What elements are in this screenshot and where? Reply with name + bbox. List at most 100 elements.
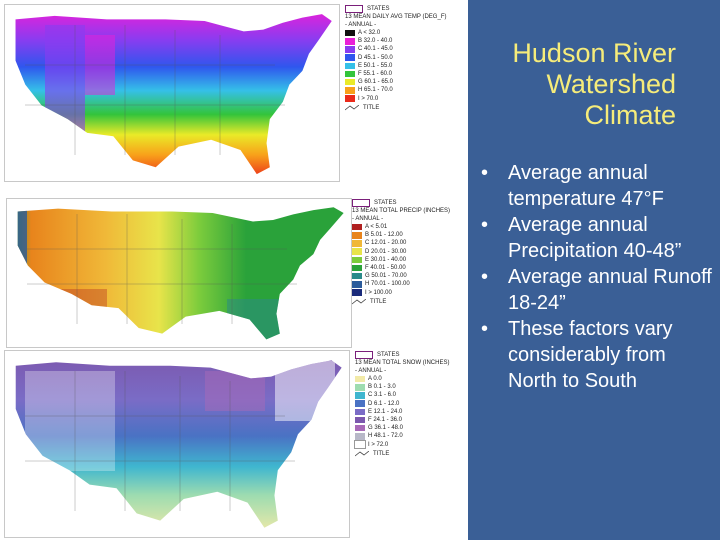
legend-class-label: G 50.01 - 70.00 <box>365 273 407 280</box>
bullet-item: • Average annual Runoff 18-24” <box>476 264 712 316</box>
legend-class-label: H 70.01 - 100.00 <box>365 281 410 288</box>
legend-title-label: TITLE <box>363 105 380 112</box>
legend-swatch <box>355 433 365 440</box>
legend-swatch <box>345 62 355 70</box>
climate-maps: STATES 13 MEAN DAILY AVG TEMP (DEG_F) - … <box>0 0 468 540</box>
legend-class-row: B 0.1 - 3.0 <box>355 383 449 391</box>
title-line-symbol <box>345 105 359 111</box>
legend-swatch <box>355 392 365 399</box>
legend-title: 13 MEAN TOTAL SNOW (INCHES) <box>355 360 450 366</box>
legend-title-label: TITLE <box>373 451 390 458</box>
legend-class-row: D 20.01 - 30.00 <box>352 248 450 256</box>
legend-class-label: A 0.0 <box>368 376 382 383</box>
legend-classes: A 0.0 B 0.1 - 3.0 C 3.1 - 6.0 D 6.1 - 12.0 E… <box>354 375 449 449</box>
legend-class-row: E 50.1 - 55.0 <box>345 62 446 70</box>
legend-swatch <box>345 87 355 94</box>
snowfall-map-image <box>15 360 342 528</box>
legend-class-row: F 55.1 - 60.0 <box>345 70 446 78</box>
legend-swatch <box>352 281 362 288</box>
temperature-legend: STATES 13 MEAN DAILY AVG TEMP (DEG_F) - … <box>345 4 446 113</box>
legend-class-label: G 60.1 - 65.0 <box>358 79 394 86</box>
legend-class-label: E 12.1 - 24.0 <box>368 408 403 415</box>
slide-title: Hudson River Watershed Climate <box>446 38 676 131</box>
legend-class-label: B 32.0 - 40.0 <box>358 38 393 45</box>
legend-swatch <box>345 46 355 53</box>
legend-swatch <box>355 408 365 416</box>
legend-swatch <box>345 95 355 102</box>
legend-class-label: C 3.1 - 6.0 <box>368 392 397 399</box>
temperature-map <box>4 4 340 182</box>
snowfall-map <box>4 350 350 538</box>
legend-class-row: A 0.0 <box>355 375 449 383</box>
legend-class-label: H 48.1 - 72.0 <box>368 433 403 440</box>
legend-class-label: B 0.1 - 3.0 <box>368 384 396 391</box>
legend-class-row: C 40.1 - 45.0 <box>345 45 446 53</box>
legend-class-label: E 50.1 - 55.0 <box>358 62 393 69</box>
legend-annual: - ANNUAL - <box>355 368 387 374</box>
legend-class-row: D 45.1 - 50.0 <box>345 54 446 62</box>
slide-title-line: Watershed <box>546 69 676 99</box>
legend-class-row: B 5.01 - 12.00 <box>352 231 450 239</box>
legend-class-label: I > 70.0 <box>358 95 379 102</box>
legend-class-row: F 24.1 - 36.0 <box>355 416 449 424</box>
states-outline-swatch <box>352 198 370 207</box>
temperature-map-image <box>15 14 332 175</box>
bullet-text: Average annual Runoff 18-24” <box>508 266 712 314</box>
bullet-glyph: • <box>481 214 489 236</box>
legend-class-row: A < 32.0 <box>345 29 446 37</box>
snowfall-legend: STATES 13 MEAN TOTAL SNOW (INCHES) - ANN… <box>354 350 450 459</box>
legend-swatch <box>355 400 365 407</box>
bullet-item: • These factors vary considerably from No… <box>476 316 712 394</box>
legend-class-row: E 30.01 - 40.00 <box>352 256 450 264</box>
legend-class-label: A < 5.01 <box>365 224 388 231</box>
legend-class-row: G 50.01 - 70.00 <box>352 272 450 280</box>
legend-swatch <box>345 29 355 37</box>
slide-text-panel: Hudson River Watershed Climate • Average … <box>468 0 720 540</box>
legend-class-label: A < 32.0 <box>358 30 381 37</box>
legend-class-row: F 40.01 - 50.00 <box>352 264 450 272</box>
states-label: STATES <box>377 351 400 358</box>
legend-swatch <box>355 424 365 432</box>
legend-class-row: C 3.1 - 6.0 <box>355 391 449 399</box>
legend-class-row: G 36.1 - 48.0 <box>355 424 449 432</box>
bullet-text: Average annual Precipitation 40-48” <box>508 214 682 262</box>
precipitation-map-image <box>17 207 344 340</box>
bullet-item: • Average annual temperature 47°F <box>476 160 712 212</box>
legend-class-row: H 70.01 - 100.00 <box>352 280 450 288</box>
legend-class-label: C 12.01 - 20.00 <box>365 240 407 247</box>
legend-class-row: I > 100.00 <box>352 289 450 297</box>
legend-class-row: H 65.1 - 70.0 <box>345 86 446 94</box>
legend-classes: A < 5.01 B 5.01 - 12.00 C 12.01 - 20.00 D 2… <box>352 223 450 297</box>
legend-class-row: C 12.01 - 20.00 <box>352 239 450 247</box>
legend-class-label: D 20.01 - 30.00 <box>365 248 407 255</box>
legend-swatch <box>352 256 362 264</box>
legend-class-label: F 24.1 - 36.0 <box>368 417 403 424</box>
legend-swatch <box>355 416 365 424</box>
slide-title-line: Hudson River <box>512 38 676 68</box>
legend-swatch <box>345 38 355 45</box>
legend-annual: - ANNUAL - <box>352 216 384 222</box>
legend-class-label: F 40.01 - 50.00 <box>365 265 406 272</box>
legend-class-row: H 48.1 - 72.0 <box>355 432 449 440</box>
title-line-symbol <box>352 299 366 305</box>
legend-swatch <box>352 264 362 272</box>
legend-class-label: D 45.1 - 50.0 <box>358 54 393 61</box>
legend-class-label: F 55.1 - 60.0 <box>358 71 393 78</box>
legend-swatch <box>352 232 362 239</box>
legend-class-label: E 30.01 - 40.00 <box>365 256 407 263</box>
legend-class-label: D 6.1 - 12.0 <box>368 400 400 407</box>
legend-swatch <box>345 78 355 86</box>
legend-swatch <box>355 375 365 383</box>
legend-class-label: I > 100.00 <box>365 289 392 296</box>
legend-swatch <box>352 223 362 231</box>
legend-swatch <box>354 440 366 449</box>
bullet-list: • Average annual temperature 47°F • Averag… <box>476 160 712 394</box>
legend-class-row: B 32.0 - 40.0 <box>345 37 446 45</box>
legend-annual: - ANNUAL - <box>345 22 377 28</box>
title-line-symbol <box>355 451 369 457</box>
states-outline-swatch <box>345 4 363 13</box>
legend-swatch <box>352 248 362 255</box>
legend-class-label: G 36.1 - 48.0 <box>368 425 404 432</box>
legend-class-label: H 65.1 - 70.0 <box>358 87 393 94</box>
bullet-text: These factors vary considerably from Nor… <box>508 318 673 392</box>
